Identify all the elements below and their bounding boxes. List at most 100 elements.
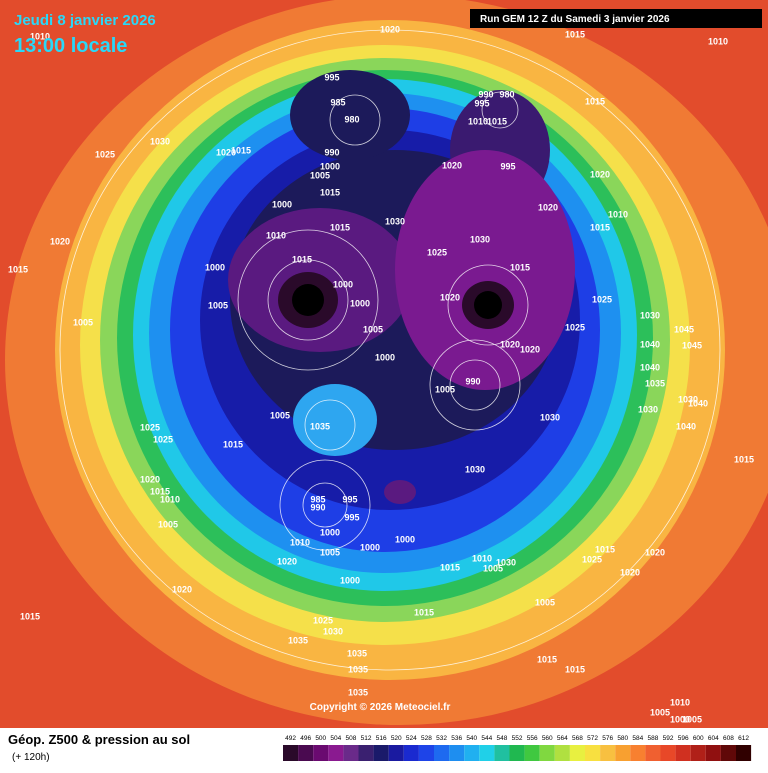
- isobar-label: 1025: [592, 294, 612, 304]
- run-info: Run GEM 12 Z du Samedi 3 janvier 2026: [480, 14, 670, 25]
- colorbar-label: 528: [421, 735, 432, 742]
- isobar-label: 1030: [385, 216, 405, 226]
- colorbar-swatch: [554, 745, 570, 761]
- isobar-label: 1015: [585, 96, 605, 106]
- colorbar-label: 580: [617, 735, 628, 742]
- isobar-label: 1005: [270, 410, 290, 420]
- isobar-label: 1010: [708, 36, 728, 46]
- isobar-label: 1020: [140, 474, 160, 484]
- isobar-label: 1015: [590, 222, 610, 232]
- colorbar-label: 596: [678, 735, 689, 742]
- colorbar-swatch: [373, 745, 389, 761]
- forecast-time: 13:00 locale: [14, 35, 127, 57]
- isobar-label: 1020: [620, 567, 640, 577]
- isobar-label: 985: [310, 494, 325, 504]
- colorbar-swatch: [585, 745, 601, 761]
- colorbar-label: 560: [542, 735, 553, 742]
- colorbar-swatch: [600, 745, 616, 761]
- isobar-label: 1020: [380, 24, 400, 34]
- isobar-label: 1000: [670, 714, 690, 724]
- isobar-label: 1020: [50, 236, 70, 246]
- run-box: [470, 9, 762, 28]
- colorbar-swatch: [494, 745, 510, 761]
- colorbar-label: 492: [285, 735, 296, 742]
- colorbar-label: 520: [391, 735, 402, 742]
- isobar-label: 1000: [320, 527, 340, 537]
- colorbar-label: 508: [346, 735, 357, 742]
- colorbar-swatch: [298, 745, 314, 761]
- lead-time: (+ 120h): [12, 752, 50, 763]
- colorbar-label: 584: [632, 735, 643, 742]
- isobar-label: 1030: [150, 136, 170, 146]
- colorbar-label: 500: [315, 735, 326, 742]
- isobar-label: 1005: [483, 563, 503, 573]
- isobar-label: 1030: [640, 310, 660, 320]
- isobar-label: 1015: [292, 254, 312, 264]
- colorbar: 492 496 500 504 508 512 516 520 524 528 532 536 540 5…: [283, 735, 752, 761]
- isobar-label: 1015: [487, 116, 507, 126]
- isobar-label: 1020: [520, 344, 540, 354]
- isobar-label: 995: [500, 161, 515, 171]
- colorbar-label: 588: [648, 735, 659, 742]
- isobar-label: 1005: [310, 170, 330, 180]
- colorbar-swatch: [449, 745, 465, 761]
- colorbar-label: 524: [406, 735, 417, 742]
- isobar-label: 1025: [153, 434, 173, 444]
- isobar-label: 985: [330, 97, 345, 107]
- colorbar-swatch: [630, 745, 646, 761]
- isobar-label: 1030: [323, 626, 343, 636]
- isobar-label: 1015: [150, 486, 170, 496]
- isobar-label: 1010: [160, 494, 180, 504]
- colorbar-label: 504: [330, 735, 341, 742]
- isobar-label: 1020: [277, 556, 297, 566]
- isobar-label: 1010: [30, 31, 50, 41]
- isobar-label: 1000: [360, 542, 380, 552]
- isobar-label: 995: [474, 98, 489, 108]
- isobar-label: 1025: [140, 422, 160, 432]
- isobar-label: 1015: [8, 264, 28, 274]
- isobar-label: 1020: [538, 202, 558, 212]
- colorbar-swatch: [328, 745, 344, 761]
- isobar-label: 980: [344, 114, 359, 124]
- isobar-label: 1010: [266, 230, 286, 240]
- isobar-label: 1000: [333, 279, 353, 289]
- colorbar-swatch: [434, 745, 450, 761]
- forecast-date: Jeudi 8 janvier 2026: [14, 12, 156, 29]
- isobar-label: 1040: [640, 362, 660, 372]
- isobar-label: 1015: [414, 607, 434, 617]
- colorbar-swatch: [283, 745, 299, 761]
- isobar-label: 1030: [540, 412, 560, 422]
- colorbar-label: 512: [361, 735, 372, 742]
- colorbar-swatch: [509, 745, 525, 761]
- isobar-label: 1000: [375, 352, 395, 362]
- colorbar-swatch: [418, 745, 434, 761]
- isobar-label: 1005: [208, 300, 228, 310]
- colorbar-label: 516: [376, 735, 387, 742]
- colorbar-swatch: [388, 745, 404, 761]
- isobar-label: 1015: [537, 654, 557, 664]
- isobar-label: 1015: [320, 187, 340, 197]
- isobar-label: 1015: [565, 29, 585, 39]
- colorbar-swatch: [313, 745, 329, 761]
- isobar-label: 1045: [682, 340, 702, 350]
- isobar-label: 1030: [496, 557, 516, 567]
- isobar-label: 1040: [676, 421, 696, 431]
- colorbar-swatch: [358, 745, 374, 761]
- colorbar-swatch: [660, 745, 676, 761]
- colorbar-label: 496: [300, 735, 311, 742]
- isobar-label: 1000: [395, 534, 415, 544]
- colorbar-swatch: [524, 745, 540, 761]
- isobar-label: 1035: [348, 687, 368, 697]
- isobar-label: 1040: [640, 339, 660, 349]
- isobar-label: 1025: [427, 247, 447, 257]
- isobar-label: 990: [478, 89, 493, 99]
- isobar-label: 1025: [313, 615, 333, 625]
- colorbar-label: 532: [436, 735, 447, 742]
- isobar-label: 1005: [73, 317, 93, 327]
- colorbar-label: 576: [602, 735, 613, 742]
- product-title: Géop. Z500 & pression au sol: [8, 732, 190, 747]
- isobar-label: 1030: [638, 404, 658, 414]
- isobar-label: 1035: [347, 648, 367, 658]
- colorbar-label: 536: [451, 735, 462, 742]
